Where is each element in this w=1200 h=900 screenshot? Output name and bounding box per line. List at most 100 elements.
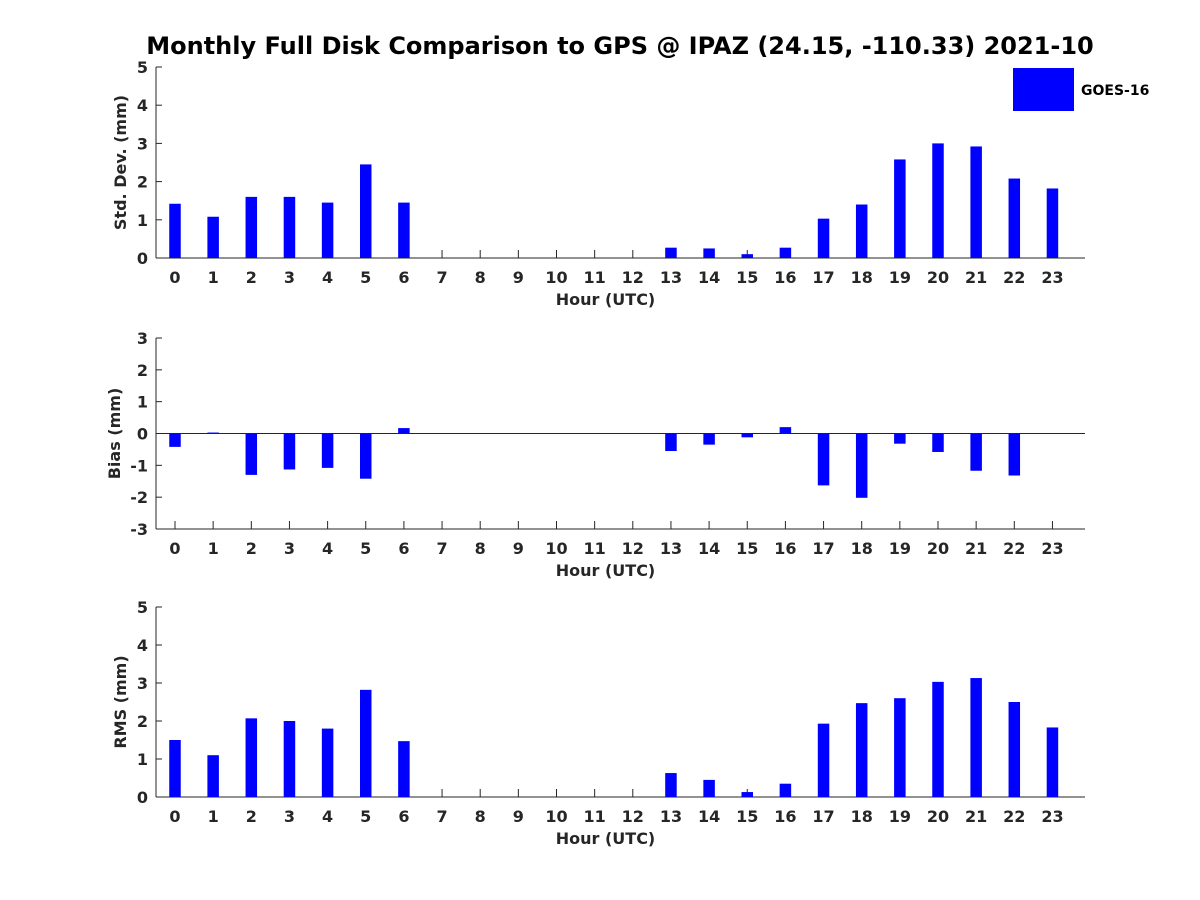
bar-hour-23 [1046, 188, 1059, 258]
x-tick-label: 13 [660, 807, 682, 826]
x-tick-label: 11 [584, 807, 606, 826]
x-tick-label: 23 [1041, 268, 1063, 287]
y-tick-label: 2 [137, 361, 148, 380]
bar-hour-5 [360, 433, 372, 479]
x-tick-label: 20 [927, 807, 949, 826]
y-tick-label: 1 [137, 393, 148, 412]
x-tick-label: 16 [774, 268, 796, 287]
x-tick-label: 19 [889, 807, 911, 826]
bar-hour-19 [894, 698, 906, 797]
chart-title: Monthly Full Disk Comparison to GPS @ IP… [146, 32, 1094, 60]
bar-hour-3 [283, 721, 296, 797]
x-tick-label: 12 [622, 807, 644, 826]
x-tick-label: 6 [398, 539, 409, 558]
x-tick-label: 17 [812, 807, 834, 826]
x-tick-label: 22 [1003, 539, 1025, 558]
x-axis-label: Hour (UTC) [556, 561, 656, 580]
x-tick-label: 8 [475, 268, 486, 287]
bar-hour-18 [855, 204, 868, 258]
x-tick-label: 4 [322, 268, 333, 287]
x-tick-label: 21 [965, 807, 987, 826]
x-tick-label: 8 [475, 539, 486, 558]
y-tick-label: 5 [137, 598, 148, 617]
x-tick-label: 15 [736, 539, 758, 558]
bar-hour-13 [665, 773, 677, 797]
x-tick-label: 20 [927, 268, 949, 287]
x-tick-label: 17 [812, 539, 834, 558]
bar-hour-16 [779, 247, 792, 258]
bar-hour-21 [970, 433, 982, 471]
x-axis-label: Hour (UTC) [556, 290, 656, 309]
y-tick-label: -2 [130, 488, 148, 507]
legend: GOES-16 [1013, 68, 1149, 111]
x-tick-label: 14 [698, 807, 720, 826]
bar-hour-14 [703, 779, 715, 797]
x-tick-label: 23 [1041, 539, 1063, 558]
y-tick-label: 0 [137, 249, 148, 268]
x-tick-label: 12 [622, 539, 644, 558]
bar-hour-1 [207, 755, 219, 797]
x-tick-label: 0 [169, 807, 180, 826]
legend-swatch [1013, 68, 1074, 111]
y-tick-label: 2 [137, 712, 148, 731]
y-tick-label: -1 [130, 456, 148, 475]
x-tick-label: 2 [246, 268, 257, 287]
x-tick-label: 9 [513, 268, 524, 287]
x-tick-label: 3 [284, 268, 295, 287]
x-tick-label: 6 [398, 807, 409, 826]
x-tick-label: 2 [246, 539, 257, 558]
x-tick-label: 18 [851, 539, 873, 558]
bar-hour-0 [169, 203, 181, 258]
x-tick-label: 11 [584, 539, 606, 558]
x-tick-label: 7 [436, 268, 447, 287]
x-tick-label: 7 [436, 539, 447, 558]
y-tick-label: 3 [137, 134, 148, 153]
bar-hour-16 [779, 427, 792, 434]
x-tick-label: 19 [889, 268, 911, 287]
bar-hour-15 [741, 254, 753, 258]
y-tick-label: 1 [137, 211, 148, 230]
x-tick-label: 9 [513, 539, 524, 558]
bar-hour-17 [817, 723, 830, 797]
x-tick-label: 10 [545, 539, 567, 558]
bar-hour-22 [1008, 702, 1021, 797]
x-tick-label: 12 [622, 268, 644, 287]
x-tick-label: 23 [1041, 807, 1063, 826]
x-tick-label: 4 [322, 539, 333, 558]
bar-hour-4 [321, 728, 334, 797]
x-tick-label: 5 [360, 268, 371, 287]
bar-hour-3 [283, 433, 296, 470]
bar-hour-13 [665, 247, 677, 258]
x-tick-label: 5 [360, 539, 371, 558]
bar-hour-23 [1046, 727, 1059, 797]
y-axis-label: RMS (mm) [111, 655, 130, 748]
x-tick-label: 1 [208, 807, 219, 826]
x-tick-label: 22 [1003, 268, 1025, 287]
x-axis-label: Hour (UTC) [556, 829, 656, 848]
x-tick-label: 13 [660, 539, 682, 558]
y-tick-label: 1 [137, 750, 148, 769]
bar-hour-22 [1008, 178, 1021, 258]
bar-hour-4 [321, 202, 334, 258]
bar-hour-6 [398, 428, 410, 434]
bar-hour-20 [932, 433, 944, 452]
bar-hour-3 [283, 196, 296, 258]
y-tick-label: 5 [137, 58, 148, 77]
x-tick-label: 4 [322, 807, 333, 826]
bar-hour-19 [894, 159, 906, 258]
x-tick-label: 20 [927, 539, 949, 558]
x-tick-label: 8 [475, 807, 486, 826]
y-tick-label: 4 [137, 96, 148, 115]
x-tick-label: 15 [736, 807, 758, 826]
bar-hour-6 [398, 741, 410, 797]
x-tick-label: 1 [208, 268, 219, 287]
bar-hour-14 [703, 248, 715, 258]
bar-hour-13 [665, 433, 677, 452]
x-tick-label: 3 [284, 807, 295, 826]
y-tick-label: 2 [137, 173, 148, 192]
bar-hour-21 [970, 146, 982, 258]
x-tick-label: 1 [208, 539, 219, 558]
